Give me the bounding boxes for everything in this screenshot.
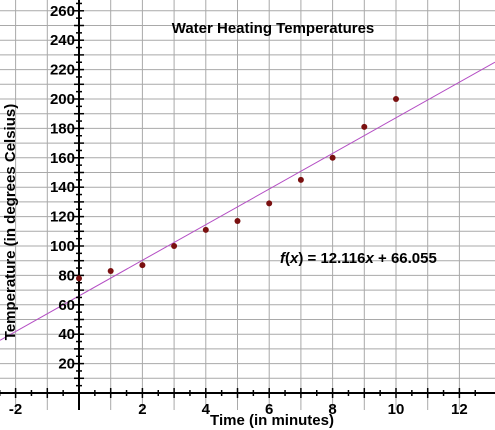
y-tick-label: 160 <box>50 150 75 167</box>
fit-equation-intercept: + 66.055 <box>374 250 437 267</box>
data-point <box>266 200 273 207</box>
data-point <box>107 267 114 274</box>
data-point <box>139 262 146 269</box>
data-point <box>297 176 304 183</box>
y-tick-label: 60 <box>58 297 75 314</box>
data-point <box>234 218 241 225</box>
y-tick-label: 220 <box>50 62 75 79</box>
x-tick-label: -2 <box>9 401 22 418</box>
y-tick-label: 100 <box>50 238 75 255</box>
data-point <box>202 226 209 233</box>
fit-equation-func: f <box>280 250 287 267</box>
y-tick-label: 120 <box>50 209 75 226</box>
y-axis-label: Temperature (in degrees Celsius) <box>2 104 19 340</box>
y-tick-label: 20 <box>58 356 75 373</box>
grid-lines <box>0 0 495 410</box>
data-point <box>76 275 82 282</box>
y-tick-label: 40 <box>58 326 75 343</box>
x-tick-label: 6 <box>265 401 273 418</box>
y-tick-label: 260 <box>50 3 75 20</box>
x-tick-label: 8 <box>328 401 336 418</box>
data-points <box>76 96 399 282</box>
chart-title: Water Heating Temperatures <box>172 20 375 37</box>
fit-line <box>0 61 495 341</box>
x-tick-label: 2 <box>138 401 146 418</box>
fit-equation-slope: = 12.116 <box>303 250 365 267</box>
y-tick-label: 140 <box>50 179 75 196</box>
data-point <box>329 154 336 161</box>
y-tick-label: 240 <box>50 32 75 49</box>
axis-ticks: -2 2 4 6 8 10 12 20 40 60 80 100 120 140 160 180 200 220 2… <box>0 2 476 418</box>
x-tick-label: 10 <box>388 401 405 418</box>
x-tick-label: 4 <box>202 401 211 418</box>
data-point <box>171 243 178 249</box>
x-axis-label: Time (in minutes) <box>210 412 334 429</box>
fit-equation-var: x <box>289 250 299 267</box>
fit-equation: f(x) = 12.116x + 66.055 <box>280 250 437 267</box>
x-tick-label: 12 <box>451 401 468 418</box>
data-point <box>361 123 368 130</box>
y-tick-label: 180 <box>50 120 75 137</box>
y-tick-label: 200 <box>50 91 75 108</box>
data-point <box>393 96 399 102</box>
y-tick-label: 80 <box>58 267 75 284</box>
